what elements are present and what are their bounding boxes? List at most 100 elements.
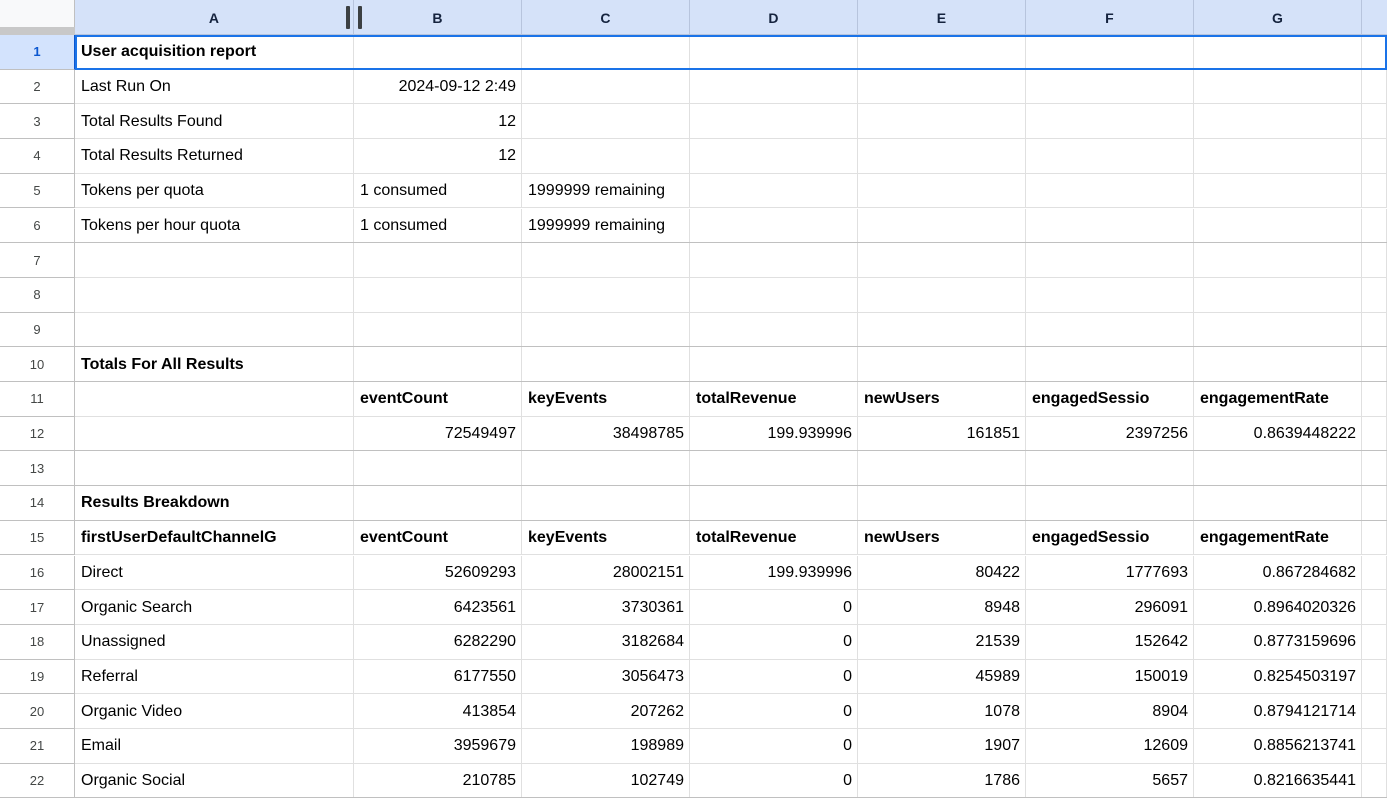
grid-cell[interactable] [1026,208,1194,244]
row-header-17[interactable]: 17 [0,590,75,625]
grid-cell[interactable] [858,277,1026,313]
cell-C11[interactable]: keyEvents [528,390,608,408]
cell-B12[interactable]: 72549497 [444,425,516,443]
cell-E18[interactable]: 21539 [975,633,1021,651]
grid-cell[interactable] [858,590,1026,625]
grid-cell[interactable] [690,590,858,625]
cell-D17[interactable]: 0 [843,598,852,616]
grid-cell[interactable] [354,382,522,417]
cell-B16[interactable]: 52609293 [444,563,516,581]
grid-cell[interactable] [1194,486,1362,521]
grid-cell[interactable] [1194,694,1362,729]
grid-cell[interactable] [1194,243,1362,278]
grid-cell[interactable] [354,659,522,695]
grid-cell[interactable] [1362,729,1387,764]
grid-cell[interactable] [858,69,1026,105]
row-header-3[interactable]: 3 [0,104,75,140]
row-header-21[interactable]: 21 [0,729,75,764]
grid-cell[interactable] [690,312,858,348]
cell-A3[interactable]: Total Results Found [81,112,223,130]
cell-G12[interactable]: 0.8639448222 [1253,425,1356,443]
row-header-15[interactable]: 15 [0,520,75,556]
cell-D19[interactable]: 0 [843,667,852,685]
grid-cell[interactable] [1194,277,1362,313]
grid-cell[interactable] [354,173,522,209]
grid-cell[interactable] [1194,382,1362,417]
grid-cell[interactable] [690,139,858,174]
grid-cell[interactable] [522,555,690,591]
grid-cell[interactable] [1026,104,1194,140]
grid-cell[interactable] [1362,763,1387,799]
cell-E21[interactable]: 1907 [984,737,1020,755]
grid-cell[interactable] [690,35,858,70]
grid-cell[interactable] [75,243,354,278]
row-header-6[interactable]: 6 [0,208,75,244]
cell-G22[interactable]: 0.8216635441 [1253,772,1356,790]
grid-cell[interactable] [522,659,690,695]
grid-cell[interactable] [858,451,1026,487]
cell-C22[interactable]: 102749 [630,772,684,790]
column-header-f[interactable]: F [1026,0,1194,35]
grid-cell[interactable] [1362,520,1387,556]
row-header-13[interactable]: 13 [0,451,75,487]
grid-cell[interactable] [1362,277,1387,313]
cell-D21[interactable]: 0 [843,737,852,755]
grid-cell[interactable] [75,520,354,556]
grid-cell[interactable] [1026,659,1194,695]
grid-cell[interactable] [858,35,1026,70]
cell-A1[interactable]: User acquisition report [81,43,257,61]
grid-cell[interactable] [1362,486,1387,521]
grid-cell[interactable] [1194,104,1362,140]
grid-cell[interactable] [75,382,354,417]
cell-B6[interactable]: 1 consumed [360,216,448,234]
grid-cell[interactable] [354,139,522,174]
cell-B4[interactable]: 12 [498,147,516,165]
grid-cell[interactable] [690,451,858,487]
row-header-2[interactable]: 2 [0,69,75,105]
row-header-4[interactable]: 4 [0,139,75,174]
grid-cell[interactable] [858,555,1026,591]
column-header-d[interactable]: D [690,0,858,35]
grid-cell[interactable] [1026,139,1194,174]
grid-cell[interactable] [1362,659,1387,695]
grid-cell[interactable] [522,486,690,521]
cell-A19[interactable]: Referral [81,667,138,685]
cell-E17[interactable]: 8948 [984,598,1020,616]
grid-cell[interactable] [690,486,858,521]
grid-cell[interactable] [1362,590,1387,625]
grid-cell[interactable] [1362,382,1387,417]
grid-cell[interactable] [1194,312,1362,348]
grid-cell[interactable] [858,659,1026,695]
cell-F11[interactable]: engagedSessio [1032,390,1150,408]
grid-cell[interactable] [690,277,858,313]
grid-cell[interactable] [690,69,858,105]
grid-cell[interactable] [1362,555,1387,591]
column-header-partial[interactable] [1362,0,1387,35]
grid-cell[interactable] [1026,312,1194,348]
grid-cell[interactable] [1194,729,1362,764]
cell-A6[interactable]: Tokens per hour quota [81,216,241,234]
grid-cell[interactable] [522,520,690,556]
row-header-12[interactable]: 12 [0,416,75,452]
cell-C20[interactable]: 207262 [630,702,684,720]
grid-cell[interactable] [1362,416,1387,452]
cell-A2[interactable]: Last Run On [81,78,171,96]
cell-E19[interactable]: 45989 [975,667,1021,685]
row-header-20[interactable]: 20 [0,694,75,729]
cell-G16[interactable]: 0.867284682 [1262,563,1356,581]
grid-body[interactable]: 1 User acquisition report 2 Last Run On 2024… [0,35,1387,810]
grid-cell[interactable] [522,590,690,625]
cell-F21[interactable]: 12609 [1143,737,1189,755]
row-header-14[interactable]: 14 [0,486,75,521]
grid-cell[interactable] [1026,520,1194,556]
grid-cell[interactable] [354,486,522,521]
grid-cell[interactable] [1194,208,1362,244]
grid-cell[interactable] [522,729,690,764]
grid-cell[interactable] [858,312,1026,348]
grid-cell[interactable] [75,277,354,313]
cell-A21[interactable]: Email [81,737,122,755]
cell-C15[interactable]: keyEvents [528,529,608,547]
grid-cell[interactable] [522,451,690,487]
cell-G19[interactable]: 0.8254503197 [1253,667,1356,685]
